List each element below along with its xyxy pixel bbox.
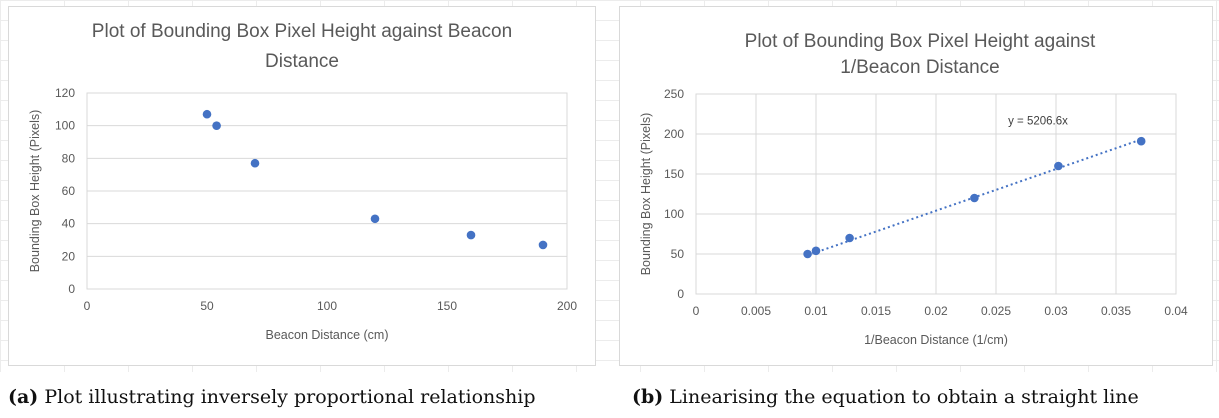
data-point <box>811 246 821 256</box>
y-tick-label: 200 <box>664 127 684 141</box>
x-tick-label: 0.015 <box>861 304 891 318</box>
caption-b-label: (b) <box>632 386 664 408</box>
chart-title-line: Distance <box>265 51 339 72</box>
x-tick-label: 0 <box>693 304 700 318</box>
data-point <box>1054 161 1063 171</box>
y-tick-label: 100 <box>664 207 684 221</box>
x-tick-label: 0.035 <box>1101 304 1131 318</box>
y-tick-label: 250 <box>664 87 684 101</box>
y-axis-title: Bounding Box Height (Pixels) <box>28 110 42 273</box>
y-tick-label: 100 <box>55 119 75 133</box>
x-axis-title: 1/Beacon Distance (1/cm) <box>864 333 1008 347</box>
x-tick-label: 0.01 <box>804 304 828 318</box>
y-tick-label: 20 <box>62 249 76 263</box>
y-tick-label: 60 <box>62 184 76 198</box>
data-point <box>845 233 854 243</box>
data-point <box>803 249 812 259</box>
x-tick-label: 0.04 <box>1164 304 1188 318</box>
x-tick-label: 0.005 <box>741 304 771 318</box>
y-tick-label: 120 <box>55 86 75 100</box>
x-tick-label: 50 <box>200 299 214 313</box>
data-point <box>250 158 260 168</box>
x-tick-label: 0.02 <box>924 304 948 318</box>
caption-b: (b) Linearising the equation to obtain a… <box>632 386 1139 408</box>
caption-a: (a) Plot illustrating inversely proporti… <box>8 386 536 408</box>
trendline-equation: y = 5206.6x <box>1008 115 1068 127</box>
chart-b-frame: Plot of Bounding Box Pixel Height agains… <box>619 6 1213 366</box>
caption-a-text: Plot illustrating inversely proportional… <box>38 386 536 408</box>
x-axis-title: Beacon Distance (cm) <box>266 328 389 342</box>
chart-a-frame: Plot of Bounding Box Pixel Height agains… <box>8 6 596 366</box>
y-tick-label: 40 <box>62 217 76 231</box>
y-tick-label: 0 <box>68 282 75 296</box>
x-tick-label: 0 <box>84 299 91 313</box>
plot-area-border <box>86 92 568 290</box>
data-point <box>466 230 476 240</box>
data-point <box>538 240 548 250</box>
chart-title-line: 1/Beacon Distance <box>840 57 1000 78</box>
data-point <box>1136 136 1146 146</box>
y-tick-label: 0 <box>677 287 684 301</box>
chart-title-line: Plot of Bounding Box Pixel Height agains… <box>92 21 512 42</box>
y-tick-label: 150 <box>664 167 684 181</box>
data-point <box>212 121 221 130</box>
chart-title-line: Plot of Bounding Box Pixel Height agains… <box>745 31 1096 52</box>
x-tick-label: 200 <box>557 299 577 313</box>
y-tick-label: 50 <box>671 247 685 261</box>
data-point <box>202 109 212 119</box>
x-tick-label: 150 <box>437 299 457 313</box>
plot-area-border <box>695 93 1177 295</box>
caption-a-label: (a) <box>8 386 39 408</box>
data-point <box>370 214 380 224</box>
data-point <box>970 193 979 203</box>
y-tick-label: 80 <box>62 151 76 165</box>
x-tick-label: 100 <box>317 299 337 313</box>
chart-a: Plot of Bounding Box Pixel Height agains… <box>28 21 577 342</box>
chart-b: Plot of Bounding Box Pixel Height agains… <box>639 31 1188 347</box>
x-tick-label: 0.03 <box>1044 304 1068 318</box>
y-axis-title: Bounding Box Height (Pixels) <box>639 113 653 276</box>
caption-b-text: Linearising the equation to obtain a str… <box>663 386 1139 408</box>
x-tick-label: 0.025 <box>981 304 1011 318</box>
